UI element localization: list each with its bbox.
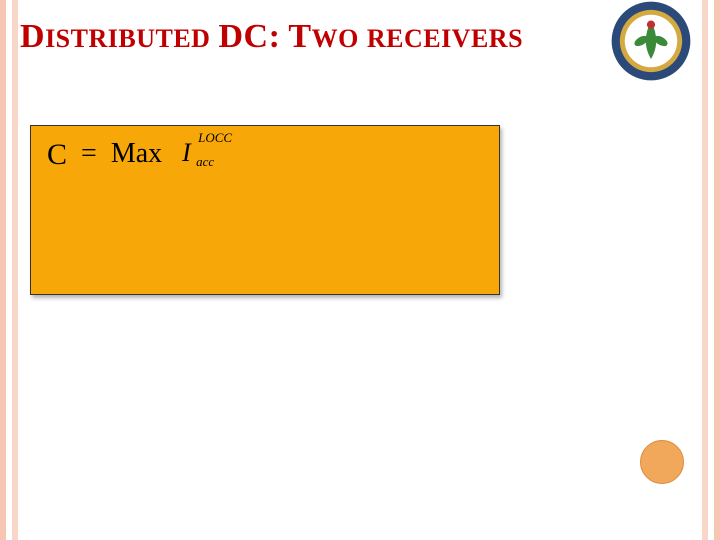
formula-I: I	[182, 138, 191, 167]
title-word4: RECEIVERS	[367, 24, 523, 53]
formula-box: C = Max I LOCC acc	[30, 125, 500, 295]
formula-c: C	[47, 138, 67, 172]
formula: C = Max I LOCC acc	[47, 138, 483, 172]
stripe	[714, 0, 720, 540]
title-word2: DC:	[218, 18, 280, 55]
stripe	[12, 0, 18, 540]
institute-logo	[610, 0, 692, 82]
title-cap: T	[288, 18, 311, 55]
title-cap: D	[20, 18, 45, 55]
title-rest: ISTRIBUTED	[45, 24, 210, 53]
accent-dot	[640, 440, 684, 484]
formula-equals: =	[81, 138, 97, 170]
right-stripes	[702, 0, 720, 540]
formula-sup: LOCC	[198, 130, 232, 146]
left-stripes	[0, 0, 18, 540]
slide-title: DISTRIBUTED DC: TWO RECEIVERS	[20, 18, 523, 56]
formula-max: Max	[111, 138, 162, 170]
formula-iacc: I LOCC acc	[182, 138, 191, 168]
title-rest: WO	[312, 24, 359, 53]
formula-sub: acc	[196, 154, 214, 170]
